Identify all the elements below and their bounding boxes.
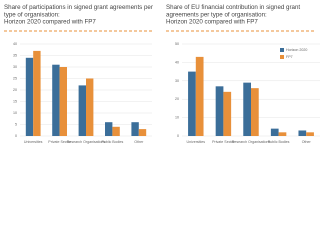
chart-title: Share of EU financial contribution in si… <box>166 4 302 19</box>
chart-subtitle: Horizon 2020 compared with FP7 <box>166 19 258 26</box>
x-tick-label: Research Organisations <box>67 140 106 144</box>
bar <box>195 56 204 136</box>
chart-subtitle: Horizon 2020 compared with FP7 <box>4 19 96 26</box>
legend-swatch <box>280 55 284 59</box>
y-tick-label: 25 <box>13 76 17 80</box>
y-tick-label: 35 <box>13 53 17 57</box>
y-tick-label: 0 <box>15 134 17 138</box>
bar <box>223 91 232 136</box>
y-tick-label: 40 <box>13 42 17 46</box>
bar <box>215 86 224 136</box>
x-tick-label: Research Organisations <box>232 140 271 144</box>
legend-label: FP7 <box>286 55 293 59</box>
bar <box>278 132 287 136</box>
bar <box>86 78 94 136</box>
y-tick-label: 10 <box>175 116 179 120</box>
x-tick-label: Other <box>134 140 144 144</box>
y-tick-label: 10 <box>13 111 17 115</box>
x-tick-label: Universities <box>187 140 206 144</box>
y-tick-label: 30 <box>175 79 179 83</box>
y-tick-label: 30 <box>13 65 17 69</box>
bar <box>251 88 259 136</box>
y-tick-label: 15 <box>13 99 17 103</box>
bar <box>188 71 196 136</box>
bar <box>105 122 113 136</box>
bar <box>78 85 86 136</box>
bar <box>138 129 147 136</box>
y-tick-label: 20 <box>175 97 179 101</box>
bar <box>306 132 314 136</box>
x-tick-label: Other <box>302 140 312 144</box>
page: Share of participations in signed grant … <box>4 4 320 144</box>
x-tick-label: Public Bodies <box>102 140 124 144</box>
bar <box>25 57 34 136</box>
bar <box>52 64 60 136</box>
y-tick-label: 20 <box>13 88 17 92</box>
y-tick-label: 50 <box>175 42 179 46</box>
y-tick-label: 5 <box>15 122 17 126</box>
chart-title: Share of participations in signed grant … <box>4 4 155 19</box>
bar <box>131 122 139 136</box>
legend-label: Horizon 2020 <box>286 48 307 52</box>
bar <box>112 126 120 136</box>
y-tick-label: 0 <box>177 134 179 138</box>
bar <box>59 67 67 136</box>
x-tick-label: Universities <box>24 140 43 144</box>
bar <box>33 50 41 136</box>
x-tick-label: Public Bodies <box>268 140 290 144</box>
bar <box>243 82 251 136</box>
x-tick-label: Private Sector <box>48 140 71 144</box>
bar <box>270 128 279 136</box>
legend-swatch <box>280 48 284 52</box>
bar <box>298 130 307 136</box>
y-tick-label: 40 <box>175 60 179 64</box>
x-tick-label: Private Sector <box>212 140 235 144</box>
